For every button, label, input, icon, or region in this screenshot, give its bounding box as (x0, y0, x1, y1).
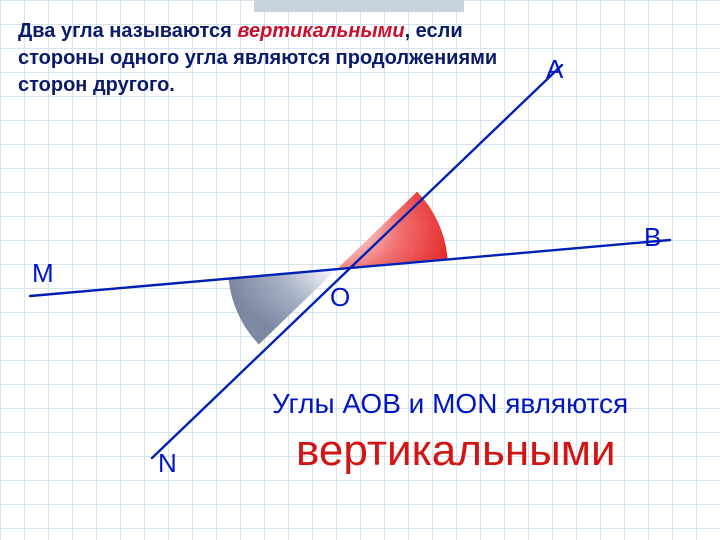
point-label-A: A (546, 54, 563, 85)
angle-wedge-AOB (338, 192, 448, 268)
point-label-B: B (644, 222, 661, 253)
point-label-M: M (32, 258, 54, 289)
statement-line2: вертикальными (296, 426, 616, 476)
point-label-O: O (330, 282, 350, 313)
point-label-N: N (158, 448, 177, 479)
statement-line1: Углы АОВ и МОN являются (272, 388, 628, 420)
